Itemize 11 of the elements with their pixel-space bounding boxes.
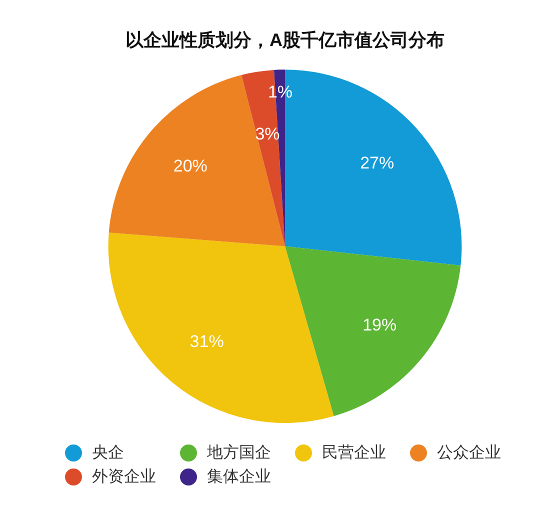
data-label: 20% — [173, 156, 208, 176]
legend-label: 地方国企 — [206, 443, 271, 462]
legend-label: 公众企业 — [437, 443, 501, 462]
legend-label: 集体企业 — [207, 467, 271, 486]
data-label: 27% — [360, 153, 394, 172]
data-label: 31% — [190, 332, 224, 351]
legend-label: 央企 — [92, 443, 124, 462]
legend-label: 外资企业 — [92, 467, 156, 486]
data-label: 19% — [362, 316, 397, 335]
legend-label: 民营企业 — [322, 443, 386, 462]
chart-title: 以企业性质划分，A股千亿市值公司分布 — [126, 30, 444, 50]
